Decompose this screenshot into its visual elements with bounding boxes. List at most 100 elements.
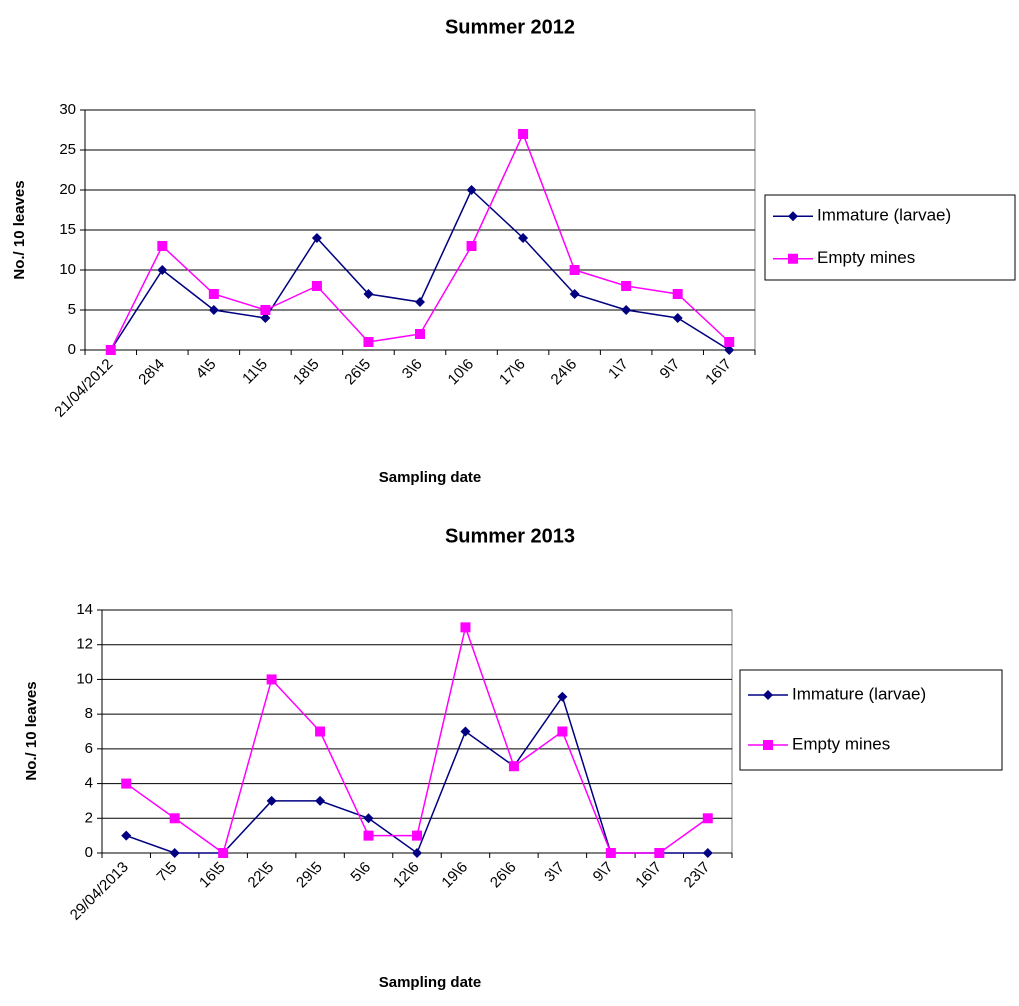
data-point [672,289,683,299]
x-tick-label: 5\6 [347,859,374,886]
data-point [621,305,632,315]
data-point [412,848,422,858]
x-tick-label: 23\7 [681,859,714,892]
data-point [363,813,374,824]
data-point [315,795,326,806]
x-tick-label: 16\7 [632,859,665,892]
chart-title: Summer 2012 [445,16,575,38]
data-point [105,345,116,355]
y-tick-label: 10 [76,670,93,687]
data-point [569,265,580,275]
y-tick-label: 6 [85,740,93,757]
x-tick-label: 16\7 [702,356,735,389]
data-point [702,813,713,824]
x-tick-label: 4\5 [193,356,220,383]
legend-box [739,669,1003,771]
data-point [363,337,374,347]
data-point [208,305,219,315]
data-point [415,297,425,307]
y-tick-label: 10 [59,261,76,278]
data-point [412,830,422,841]
x-tick-label: 9\7 [657,356,684,383]
legend-marker [763,690,773,700]
data-point [311,281,322,291]
data-point [157,265,168,275]
legend-marker [788,211,798,222]
data-point [260,313,271,323]
data-point [557,726,568,737]
y-axis-label: No./ 10 leaves [11,180,28,279]
x-axis-label: Sampling date [379,469,482,486]
y-tick-label: 30 [59,101,76,118]
x-tick-label: 24\6 [548,356,581,389]
legend-marker [788,253,798,264]
data-point [621,281,632,291]
data-point [121,778,132,789]
plot-area [101,609,733,854]
series-line [110,132,730,351]
x-tick-label: 9\7 [590,859,617,886]
data-point [208,289,219,299]
data-point [157,241,168,251]
data-point [569,289,580,299]
y-tick-label: 2 [85,809,93,826]
data-point [460,622,471,633]
data-point [724,345,735,355]
x-tick-label: 26\6 [487,859,520,892]
x-tick-label: 18\5 [290,356,323,389]
data-point [121,830,132,841]
data-point [363,289,374,299]
data-point [260,305,271,315]
x-tick-label: 26\5 [341,356,374,389]
data-point [266,674,277,685]
data-point [218,848,229,858]
data-point [508,761,519,772]
data-point [605,848,616,858]
x-tick-label: 12\6 [390,859,423,892]
x-tick-label: 19\6 [438,859,471,892]
legend-box [764,194,1016,281]
data-point [363,830,374,841]
data-point [672,313,683,323]
data-point [415,329,425,339]
data-point [466,241,477,251]
x-tick-label: 10\6 [445,356,478,389]
x-tick-label: 17\6 [496,356,529,389]
data-point [266,795,277,806]
data-point [315,726,326,737]
legend-label: Empty mines [792,734,890,753]
y-tick-label: 20 [59,181,76,198]
legend-label: Immature (larvae) [792,684,926,703]
y-tick-label: 0 [85,844,93,861]
data-point [724,337,735,347]
legend-label: Empty mines [817,248,915,267]
series-line [125,695,708,855]
y-tick-label: 0 [68,341,76,358]
data-point [460,726,471,737]
legend-label: Immature (larvae) [817,206,951,225]
x-axis-label: Sampling date [379,974,482,991]
data-point [311,233,322,243]
x-tick-label: 22\5 [245,859,278,892]
x-tick-label: 1\7 [605,356,632,383]
data-point [654,848,665,858]
y-axis-label: No./ 10 leaves [23,681,40,780]
x-tick-label: 21/04/2012 [51,356,116,421]
x-tick-label: 3\7 [541,859,568,886]
data-point [518,233,529,243]
y-tick-label: 14 [76,601,93,618]
x-tick-label: 29\5 [293,859,326,892]
data-point [557,691,568,702]
y-tick-label: 4 [85,775,93,792]
x-tick-label: 29/04/2013 [67,859,132,924]
chart-title: Summer 2013 [445,525,575,547]
x-tick-label: 3\6 [399,356,426,383]
y-tick-label: 8 [85,705,93,722]
data-point [702,848,713,858]
data-point [169,848,180,858]
data-point [518,129,529,139]
y-tick-label: 12 [76,636,93,653]
data-point [466,185,477,195]
y-tick-label: 25 [59,141,76,158]
